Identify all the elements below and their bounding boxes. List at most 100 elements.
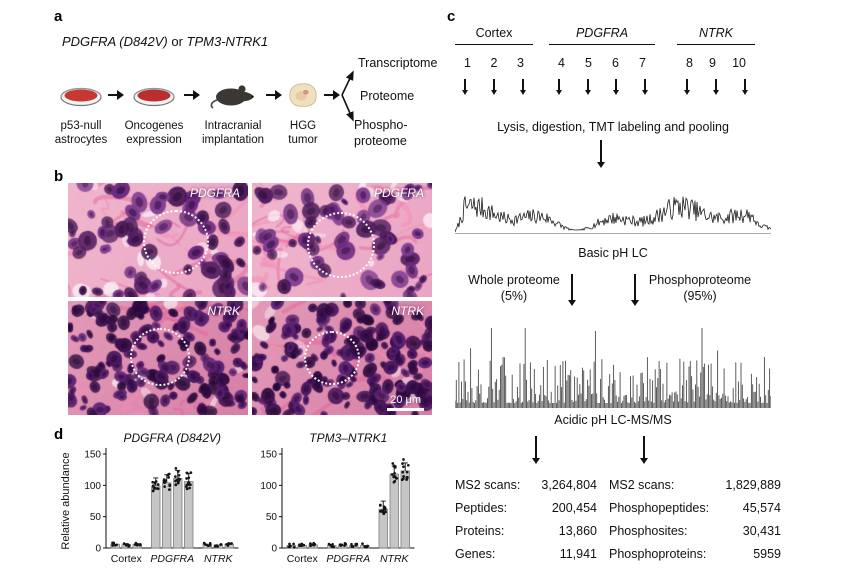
panel-b-label: b xyxy=(54,168,64,185)
data-point xyxy=(176,470,180,473)
panel-a: a PDGFRA (D842V) or TPM3-NTRK1 p53-null … xyxy=(54,8,442,166)
histology-image: NTRK 20 μm xyxy=(252,301,432,415)
data-point xyxy=(177,473,181,477)
output-phosphoproteome: Phospho-proteome xyxy=(354,118,408,148)
right-arrow-icon xyxy=(266,90,282,100)
data-point xyxy=(126,543,130,546)
data-point xyxy=(203,542,207,546)
data-point xyxy=(184,485,188,488)
data-point xyxy=(227,541,231,545)
sample-number: 5 xyxy=(585,56,592,70)
output-proteome: Proteome xyxy=(360,89,415,103)
sample-number: 8 xyxy=(686,56,693,70)
data-point xyxy=(292,546,296,549)
data-point xyxy=(216,545,220,548)
down-arrow-icon xyxy=(558,79,560,90)
mouse-icon xyxy=(209,74,257,116)
lysis-step-label: Lysis, digestion, TMT labeling and pooli… xyxy=(497,120,729,134)
data-point xyxy=(122,542,126,545)
step-label: Intracranial implantation xyxy=(201,120,264,147)
fork-arrows-icon xyxy=(341,70,354,122)
data-point xyxy=(331,542,334,546)
y-tick-label: 50 xyxy=(90,512,102,523)
omics-outputs: Transcriptome Proteome Phospho-proteome xyxy=(340,48,437,148)
data-point xyxy=(392,474,396,478)
data-point xyxy=(343,544,346,547)
panel-d-label: d xyxy=(54,426,64,443)
y-axis-label: Relative abundance xyxy=(60,452,72,549)
histology-grid: PDGFRA PDGFRA NTRK NTRK 20 μm xyxy=(68,183,432,415)
data-point xyxy=(361,542,364,546)
phosphoproteome-label: Phosphoproteome (95%) xyxy=(648,273,752,304)
sample-arrows xyxy=(549,79,655,90)
highlight-circle xyxy=(130,328,190,386)
down-arrow-icon xyxy=(522,79,524,90)
y-tick-label: 150 xyxy=(260,450,277,461)
sample-numbers: 4 5 6 7 xyxy=(549,56,655,70)
x-group-label: PDGFRA xyxy=(326,553,370,565)
data-point xyxy=(153,481,157,484)
group-underline xyxy=(455,44,533,45)
down-arrow-icon xyxy=(715,79,717,90)
stat-value: 5959 xyxy=(753,547,781,561)
data-point xyxy=(402,465,405,469)
data-point xyxy=(401,470,405,474)
down-arrow-icon xyxy=(586,79,589,90)
data-point xyxy=(185,471,189,475)
sample-number: 7 xyxy=(639,56,646,70)
data-point xyxy=(166,473,170,477)
group-underline xyxy=(677,44,755,45)
image-gene-label: NTRK xyxy=(391,304,424,318)
y-tick-label: 150 xyxy=(84,450,101,461)
stat-value: 11,941 xyxy=(559,547,597,561)
workflow-step-hgg-tumor: HGG tumor xyxy=(282,74,324,148)
data-point xyxy=(206,544,210,548)
title-or: or xyxy=(171,34,183,49)
culture-dish-icon xyxy=(59,74,103,116)
data-point xyxy=(174,479,177,483)
chart-title: TPM3–NTRK1 xyxy=(309,431,387,445)
x-group-label: Cortex xyxy=(111,553,143,565)
data-point xyxy=(168,488,171,491)
data-point xyxy=(111,544,114,547)
sample-numbers: 1 2 3 xyxy=(455,56,533,70)
data-point xyxy=(298,543,301,547)
data-point xyxy=(230,542,233,545)
panel-c: c Cortex 1 2 3 PDGFRA 4 5 6 7 xyxy=(447,8,787,578)
data-point xyxy=(350,545,354,549)
right-arrow-icon xyxy=(324,90,340,100)
gene-name-pdgfra: PDGFRA (D842V) xyxy=(62,34,168,49)
x-group-label: NTRK xyxy=(204,553,234,565)
acidic-lc-msms-label: Acidic pH LC-MS/MS xyxy=(554,413,672,427)
sample-arrows xyxy=(677,79,755,90)
data-point xyxy=(151,489,155,493)
data-point xyxy=(152,486,156,490)
stat-value: 13,860 xyxy=(558,524,597,538)
data-point xyxy=(331,545,335,549)
data-point xyxy=(111,541,114,545)
data-point xyxy=(185,477,188,480)
data-point xyxy=(343,542,347,545)
stat-label: Phosphopeptides: xyxy=(609,501,710,515)
stat-row: MS2 scans: 1,829,889 xyxy=(609,478,781,493)
data-point xyxy=(188,486,191,490)
data-point xyxy=(393,472,396,475)
y-tick-label: 100 xyxy=(260,481,277,492)
right-arrow-icon xyxy=(184,90,200,100)
down-arrow-icon xyxy=(642,436,645,458)
data-point xyxy=(300,542,304,546)
y-tick-label: 0 xyxy=(95,544,101,555)
step-label: HGG tumor xyxy=(288,120,318,147)
down-arrow-icon xyxy=(535,436,538,458)
data-point xyxy=(185,487,189,491)
stat-row: Peptides: 200,454 xyxy=(455,501,597,516)
proteome-split-row: Whole proteome (5%) Phosphoproteome (95%… xyxy=(447,270,779,322)
sample-number: 10 xyxy=(732,56,746,70)
data-point xyxy=(312,541,316,545)
stat-row: Proteins: 13,860 xyxy=(455,524,597,539)
stat-label: Phosphosites: xyxy=(609,524,688,538)
whole-proteome-label: Whole proteome (5%) xyxy=(468,273,560,304)
workflow-diagram: p53-null astrocytes Oncogenes expression xyxy=(54,56,438,148)
right-arrow-icon xyxy=(108,90,124,100)
